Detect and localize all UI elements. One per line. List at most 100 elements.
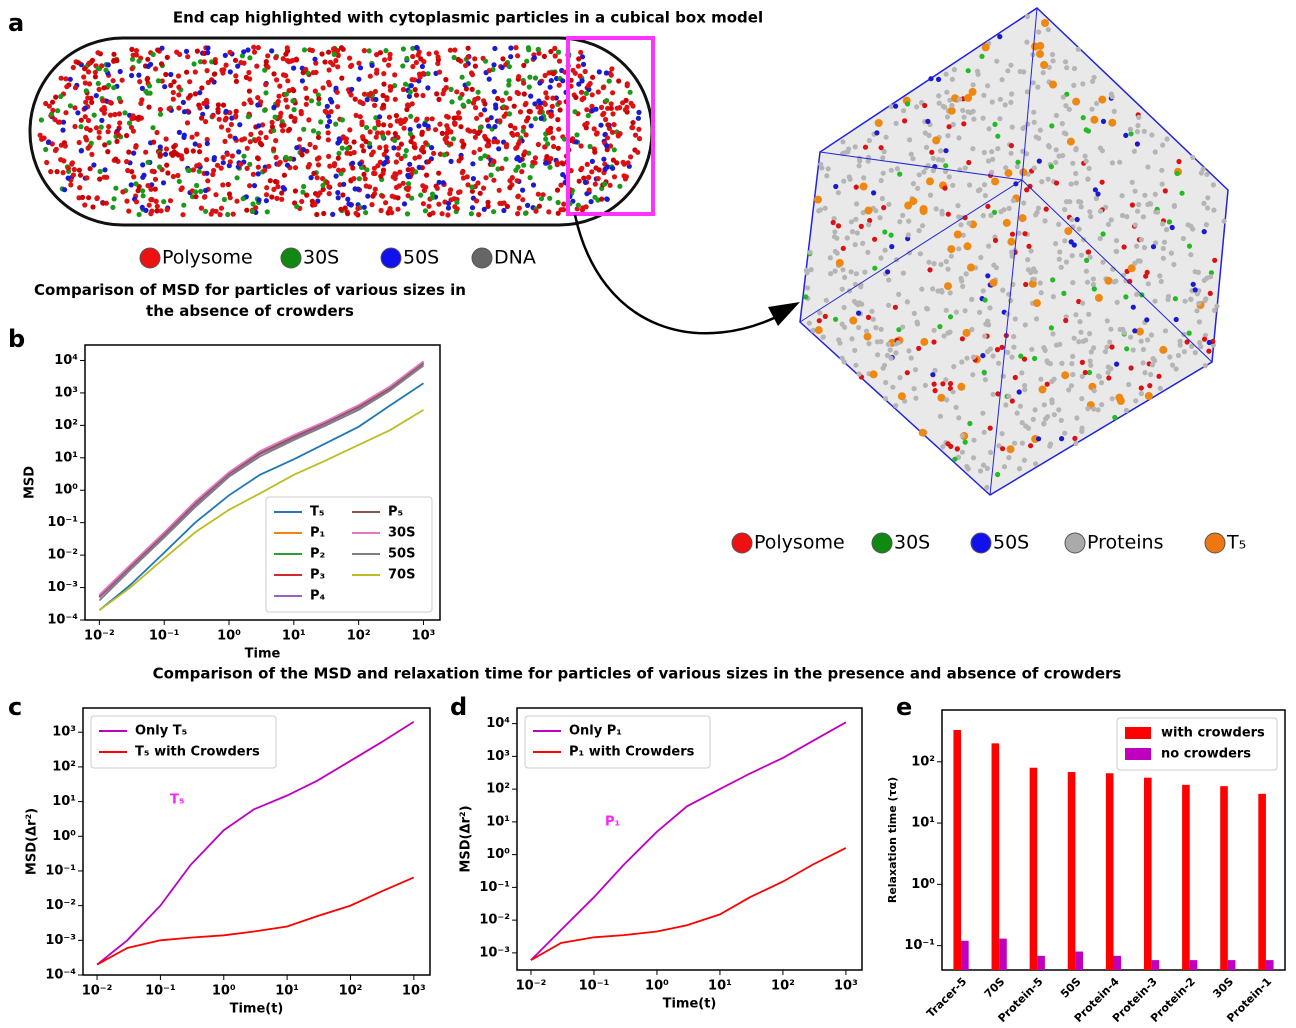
- y-tick-label: 10⁰: [486, 847, 510, 862]
- particle: [234, 109, 239, 114]
- particle: [503, 157, 508, 162]
- particle: [524, 132, 529, 137]
- particle: [576, 203, 581, 208]
- particle: [601, 157, 606, 162]
- particle: [1188, 252, 1193, 257]
- particle: [478, 112, 483, 117]
- legend-label: no crowders: [1161, 747, 1251, 762]
- particle: [336, 156, 341, 161]
- particle: [78, 173, 83, 178]
- particle: [1049, 325, 1054, 330]
- particle: [358, 65, 363, 70]
- particle: [545, 141, 550, 146]
- particle: [102, 111, 107, 116]
- particle: [875, 352, 880, 357]
- particle: [347, 56, 352, 61]
- particle: [928, 193, 933, 198]
- particle: [1005, 169, 1013, 177]
- particle: [356, 61, 361, 66]
- particle: [964, 356, 969, 361]
- x-tick-label: 50S: [1058, 975, 1084, 1001]
- particle: [1205, 205, 1210, 210]
- particle: [849, 269, 854, 274]
- particle: [39, 117, 44, 122]
- particle: [327, 67, 332, 72]
- particle: [165, 55, 170, 60]
- particle: [69, 162, 74, 167]
- particle: [884, 135, 889, 140]
- particle: [572, 109, 577, 114]
- particle: [946, 212, 951, 217]
- particle: [1076, 47, 1081, 52]
- particle: [102, 105, 107, 110]
- panel-label: b: [8, 325, 25, 353]
- particle: [88, 166, 93, 171]
- particle: [71, 65, 76, 70]
- particle: [394, 185, 399, 190]
- particle: [1109, 344, 1114, 349]
- particle: [1061, 291, 1066, 296]
- particle: [981, 116, 986, 121]
- particle: [545, 95, 550, 100]
- particle: [203, 119, 208, 124]
- particle: [1194, 308, 1199, 313]
- particle: [134, 52, 139, 57]
- particle: [1141, 347, 1146, 352]
- particle: [1071, 83, 1076, 88]
- particle: [624, 174, 629, 179]
- particle: [833, 269, 838, 274]
- particle: [156, 78, 161, 83]
- particle: [1079, 253, 1084, 258]
- particle: [985, 273, 990, 278]
- particle: [1079, 396, 1084, 401]
- particle: [84, 126, 89, 131]
- particle: [148, 211, 153, 216]
- particle: [1031, 417, 1036, 422]
- particle: [601, 111, 606, 116]
- particle: [1015, 160, 1020, 165]
- particle: [435, 186, 440, 191]
- particle: [1126, 382, 1131, 387]
- particle: [62, 187, 67, 192]
- particle: [815, 326, 823, 334]
- bar: [1190, 960, 1198, 970]
- particle: [1054, 147, 1059, 152]
- particle: [417, 165, 422, 170]
- particle: [77, 140, 82, 145]
- particle: [605, 197, 610, 202]
- particle: [193, 189, 198, 194]
- particle: [197, 149, 202, 154]
- particle: [604, 70, 609, 75]
- particle: [1067, 199, 1072, 204]
- particle: [369, 202, 374, 207]
- particle: [247, 97, 252, 102]
- particle: [1081, 115, 1086, 120]
- particle: [1036, 206, 1041, 211]
- particle: [586, 83, 591, 88]
- particle: [991, 178, 999, 186]
- particle: [986, 126, 991, 131]
- particle: [636, 110, 641, 115]
- particle: [1135, 123, 1140, 128]
- particle: [988, 450, 993, 455]
- particle: [1074, 180, 1079, 185]
- particle: [1149, 332, 1154, 337]
- particle: [262, 108, 267, 113]
- particle: [1003, 165, 1008, 170]
- particle: [1149, 132, 1154, 137]
- particle: [967, 421, 972, 426]
- x-tick-label: 30S: [1210, 975, 1236, 1001]
- particle: [256, 171, 261, 176]
- particle: [1186, 222, 1191, 227]
- particle: [222, 197, 227, 202]
- particle: [836, 337, 841, 342]
- particle: [228, 159, 233, 164]
- particle: [585, 121, 590, 126]
- particle: [1078, 330, 1083, 335]
- particle: [1088, 255, 1093, 260]
- particle: [124, 133, 129, 138]
- particle: [907, 137, 912, 142]
- particle: [194, 183, 199, 188]
- particle: [335, 90, 340, 95]
- particle: [513, 45, 518, 50]
